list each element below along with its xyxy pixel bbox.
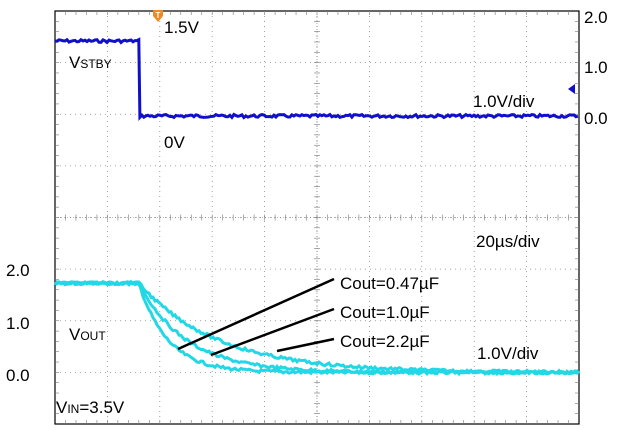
ch2-scale-tick-mid: 1.0 [6, 314, 30, 333]
pointer-cout-0-47 [177, 277, 335, 351]
pointer-cout-1-0 [210, 307, 335, 357]
ch2-scale-tick-zero: 0.0 [6, 366, 30, 385]
vout-channel-label: VOUT [69, 325, 106, 344]
vstby-trace [54, 37, 579, 121]
ch1-volts-per-div: 1.0V/div [473, 92, 535, 111]
pointer-cout-2-2 [276, 337, 335, 353]
series-label-cout-1-0: Cout=1.0µF [340, 303, 430, 322]
ch2-scale-tick-top: 2.0 [6, 261, 30, 280]
traces [53, 37, 581, 377]
trigger-marker: T [153, 10, 163, 22]
time-per-div: 20µs/div [476, 232, 540, 251]
vstby-high-level-label: 1.5V [164, 18, 200, 37]
vstby-channel-label: VSTBY [69, 53, 112, 72]
series-label-cout-2-2: Cout=2.2µF [340, 332, 430, 351]
vin-condition-label: VIN=3.5V [56, 398, 125, 417]
ch1-ground-marker [568, 84, 575, 94]
svg-text:T: T [156, 11, 161, 20]
vstby-low-level-label: 0V [164, 133, 185, 152]
vout-trace-cout-2-2-f [54, 279, 580, 376]
ch2-volts-per-div: 1.0V/div [477, 344, 539, 363]
ch1-scale-tick-mid: 1.0 [584, 58, 608, 77]
ch1-scale-tick-zero: 0.0 [584, 109, 608, 128]
ch1-scale-tick-top: 2.0 [584, 8, 608, 27]
series-label-cout-0-47: Cout=0.47µF [340, 274, 439, 293]
